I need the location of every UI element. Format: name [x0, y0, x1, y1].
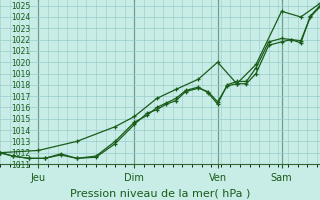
- X-axis label: Pression niveau de la mer( hPa ): Pression niveau de la mer( hPa ): [70, 189, 250, 199]
